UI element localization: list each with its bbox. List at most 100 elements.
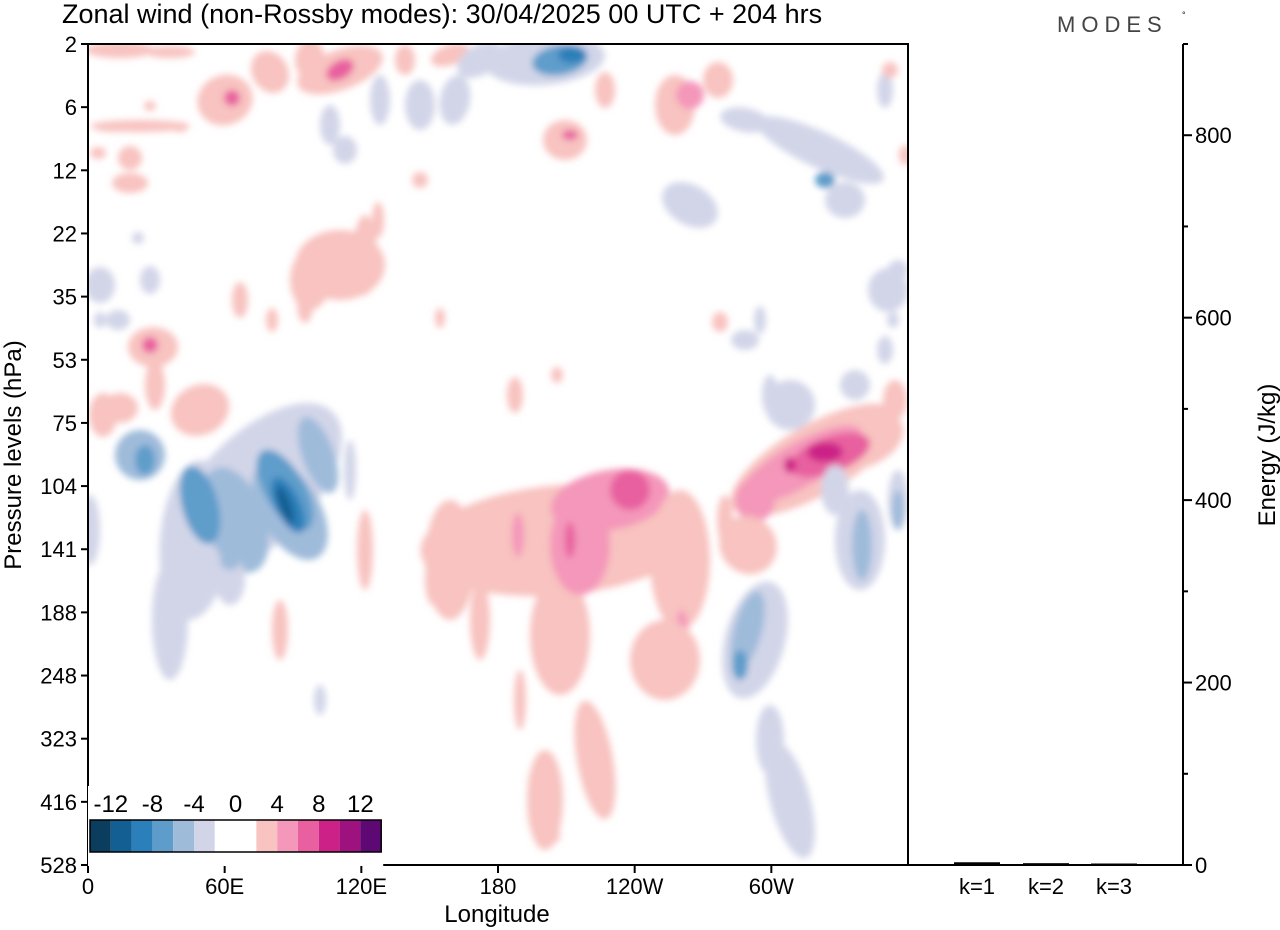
energy-axis: 0 200 400 600 800: [1183, 43, 1232, 878]
wind-contour-patch: [756, 705, 784, 775]
wind-contour-patch: [543, 120, 587, 160]
wind-contour-patch: [142, 337, 158, 353]
wind-contour-patch: [899, 145, 908, 165]
wind-contour-patch: [266, 308, 278, 332]
wind-contour-patch: [558, 47, 586, 63]
colorbar-swatch: [173, 820, 194, 852]
x-axis-label: Longitude: [444, 901, 549, 928]
colorbar-swatch: [110, 820, 132, 852]
colorbar-swatch: [194, 820, 215, 852]
x-axis: 0 60E 120E 180 120W 60W: [82, 865, 794, 899]
wind-contour-patch: [784, 457, 796, 473]
wind-contour-patch: [344, 440, 356, 500]
wind-contour-patch: [720, 107, 770, 133]
wind-contour-patch: [565, 522, 575, 558]
wind-contour-patch: [89, 393, 117, 437]
wind-contour-patch: [232, 282, 248, 318]
x-tick-label: 180: [480, 874, 517, 899]
wind-contour-patch: [272, 600, 288, 660]
x-tick-label: 60E: [205, 874, 244, 899]
y-tick-label: 53: [53, 348, 77, 373]
colorbar-label: 12: [347, 791, 374, 818]
brand-logo: MODES: [1057, 12, 1168, 37]
wind-contour-patch: [815, 172, 835, 188]
energy-category-label: k=2: [1028, 874, 1064, 899]
wind-contour-patch: [314, 685, 326, 715]
colorbar-swatch: [214, 820, 236, 852]
x-tick-label: 60W: [749, 874, 794, 899]
wind-contour-patch: [132, 232, 144, 244]
wind-contour-patch: [512, 513, 524, 557]
wind-contour-patch: [88, 44, 155, 58]
wind-contour-patch: [630, 620, 700, 700]
energy-tick-label: 400: [1195, 488, 1232, 513]
wind-contour-patch: [295, 44, 325, 80]
colorbar-swatch: [152, 820, 174, 852]
y-tick-label: 248: [40, 664, 77, 689]
wind-contour-patch: [220, 550, 240, 570]
wind-contour-patch: [882, 62, 898, 78]
wind-contour-patch: [215, 555, 245, 605]
wind-contour-patch: [825, 182, 865, 218]
wind-contour-patch: [712, 312, 728, 332]
colorbar-swatch: [339, 820, 361, 852]
wind-contour-patch: [439, 75, 471, 125]
wind-contour-patch: [650, 490, 710, 630]
wind-contour-patch: [140, 266, 160, 294]
wind-contour-patch: [887, 312, 899, 328]
wind-contour-patch: [730, 591, 766, 669]
wind-contours: [88, 44, 908, 859]
wind-contour-patch: [877, 72, 893, 108]
colorbar-swatch: [277, 820, 298, 852]
wind-contour-patch: [425, 555, 441, 605]
y-tick-label: 528: [40, 853, 77, 878]
wind-contour-patch: [118, 146, 142, 170]
wind-contour-patch: [297, 417, 339, 493]
colorbar-frame: [89, 819, 382, 853]
wind-contour-patch: [550, 495, 610, 595]
wind-contour-patch: [676, 81, 704, 109]
wind-contour-patch: [719, 515, 777, 575]
wind-contour-patch: [357, 510, 373, 590]
wind-contour-patch: [762, 375, 778, 415]
wind-contour-patch: [470, 580, 490, 660]
x-tick-label: 0: [82, 874, 94, 899]
colorbar-swatch: [235, 820, 257, 852]
y-tick-label: 2: [65, 32, 77, 57]
wind-contour-patch: [224, 90, 240, 106]
colorbar-swatch: [318, 820, 340, 852]
y-tick-label: 416: [40, 790, 77, 815]
y-tick-label: 6: [65, 95, 77, 120]
colorbar-label: 8: [312, 791, 325, 818]
wind-contour-patch: [562, 130, 578, 140]
x-tick-label: 120W: [606, 874, 664, 899]
wind-contour-patch: [145, 360, 165, 410]
wind-contour-patch: [732, 650, 748, 680]
wind-contour-patch: [883, 380, 907, 420]
wind-contour-patch: [250, 50, 290, 94]
wind-contour-patch: [152, 560, 188, 680]
wind-contour-patch: [662, 182, 718, 228]
colorbar-legend: -12 -8 -4 0 4 8 12: [88, 786, 384, 866]
wind-contour-patch: [297, 287, 313, 323]
colorbar-label: 0: [229, 791, 242, 818]
wind-contour-patch: [840, 370, 870, 400]
wind-contour-patch: [320, 105, 340, 145]
wind-contour-patch: [610, 470, 650, 510]
wind-contour-patch: [405, 80, 435, 130]
wind-contour-patch: [88, 267, 115, 303]
wind-contour-patch: [201, 467, 269, 573]
wind-contour-patch: [179, 466, 221, 544]
wind-contour-patch: [88, 495, 100, 565]
energy-tick-label: 600: [1195, 306, 1232, 331]
wind-contour-patch: [821, 465, 849, 515]
wind-contour-patch: [574, 700, 616, 820]
y-tick-label: 75: [53, 411, 77, 436]
wind-contour-patch: [135, 445, 155, 475]
wind-contour-patch: [90, 147, 106, 159]
wind-contour-patch: [735, 478, 775, 522]
y-tick-label: 22: [53, 221, 77, 246]
wind-contour-patch: [756, 116, 884, 184]
wind-contour-patch: [595, 72, 615, 108]
wind-contour-patch: [94, 312, 106, 328]
